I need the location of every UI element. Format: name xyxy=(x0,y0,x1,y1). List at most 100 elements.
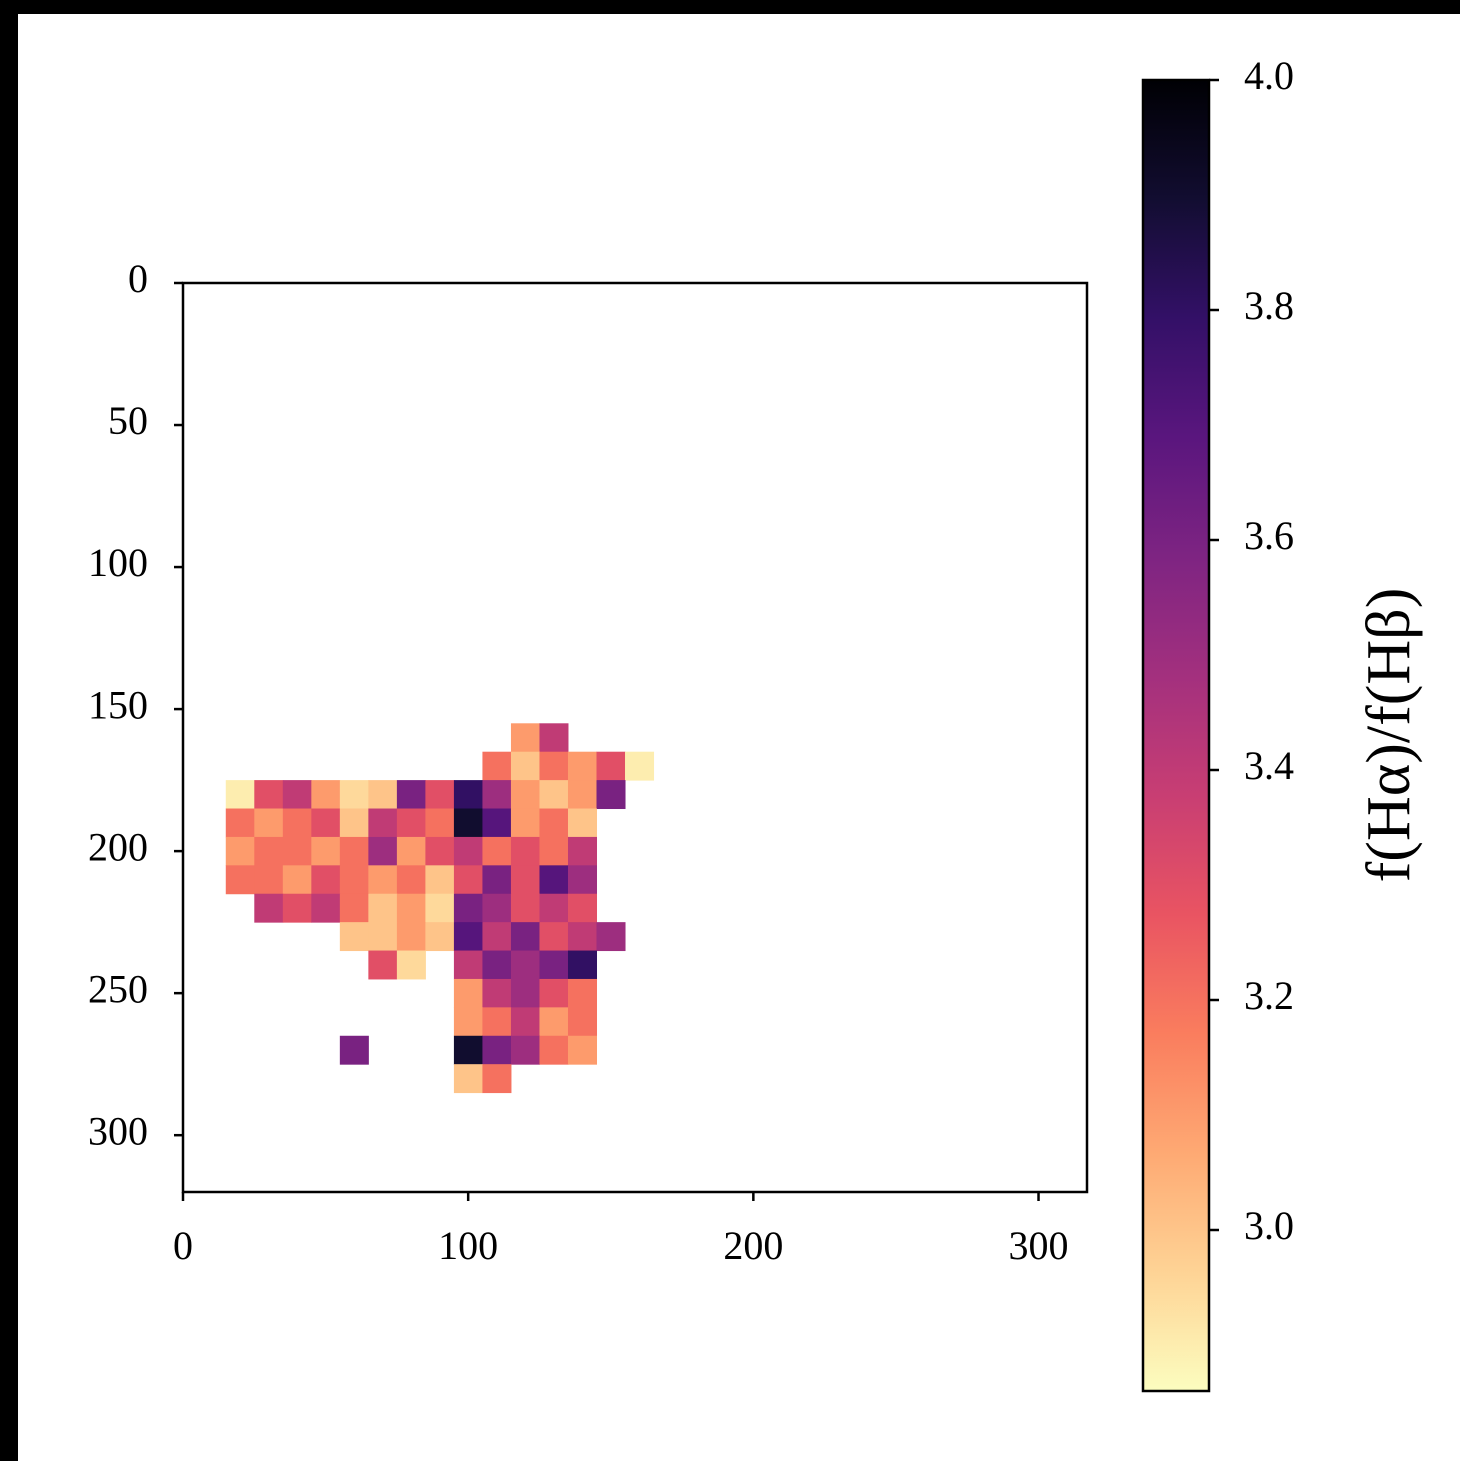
heatmap-cell xyxy=(425,865,455,895)
heatmap-cell xyxy=(453,1035,483,1065)
heatmap-cell xyxy=(425,780,455,810)
colorbar-tick-label: 3.6 xyxy=(1244,513,1294,558)
colorbar-tick-label: 3.0 xyxy=(1244,1203,1294,1248)
heatmap-cell xyxy=(510,780,540,810)
heatmap-cell xyxy=(368,780,398,810)
heatmap-cell xyxy=(482,865,512,895)
colorbar-tick-label: 3.2 xyxy=(1244,973,1294,1018)
heatmap-cell xyxy=(539,978,569,1008)
heatmap-cell xyxy=(567,1007,598,1037)
heatmap-cell xyxy=(567,1035,598,1065)
heatmap-cell xyxy=(539,808,569,838)
heatmap-cell xyxy=(453,808,483,838)
y-tick-label: 250 xyxy=(88,966,148,1011)
heatmap-cell xyxy=(453,922,483,952)
heatmap-cell xyxy=(453,950,483,980)
heatmap-cell xyxy=(482,1007,512,1037)
heatmap-cell xyxy=(425,836,455,866)
heatmap-cell xyxy=(396,780,426,810)
heatmap-cell xyxy=(539,723,569,753)
heatmap-cell xyxy=(311,836,341,866)
y-tick-label: 150 xyxy=(88,682,148,727)
heatmap-cell xyxy=(482,1035,512,1065)
heatmap-cell xyxy=(510,865,540,895)
heatmap-cell xyxy=(282,780,312,810)
heatmap-cell xyxy=(339,836,369,866)
heatmap-cell xyxy=(225,865,255,895)
heatmap-cell xyxy=(254,836,284,866)
heatmap-cell xyxy=(482,950,512,980)
background xyxy=(18,14,1460,1461)
heatmap-cell xyxy=(567,978,598,1008)
heatmap-cell xyxy=(567,865,598,895)
heatmap-cell xyxy=(425,893,455,923)
heatmap-cell xyxy=(482,922,512,952)
heatmap-cell xyxy=(567,950,598,980)
heatmap-cell xyxy=(396,808,426,838)
heatmap-cell xyxy=(539,780,569,810)
heatmap-cell xyxy=(482,780,512,810)
heatmap-cell xyxy=(311,893,341,923)
heatmap-cell xyxy=(596,780,626,810)
heatmap-cell xyxy=(510,723,540,753)
heatmap-cell xyxy=(368,922,398,952)
heatmap-cell xyxy=(254,893,284,923)
heatmap-cell xyxy=(510,893,540,923)
heatmap-cell xyxy=(225,808,255,838)
heatmap-cell xyxy=(311,865,341,895)
heatmap-cell xyxy=(339,893,369,923)
heatmap-cell xyxy=(254,808,284,838)
heatmap-cell xyxy=(453,1064,483,1094)
heatmap-cell xyxy=(539,1035,569,1065)
heatmap-cell xyxy=(254,780,284,810)
y-tick-label: 0 xyxy=(128,256,148,301)
y-tick-label: 300 xyxy=(88,1108,148,1153)
heatmap-cell xyxy=(567,751,598,781)
heatmap-cell xyxy=(539,893,569,923)
heatmap-cell xyxy=(539,1007,569,1037)
y-tick-label: 100 xyxy=(88,540,148,585)
heatmap-cell xyxy=(482,808,512,838)
heatmap-cell xyxy=(539,922,569,952)
colorbar-tick-label: 3.4 xyxy=(1244,743,1294,788)
heatmap-cell xyxy=(396,893,426,923)
heatmap-cell xyxy=(396,922,426,952)
colorbar-tick-label: 3.8 xyxy=(1244,283,1294,328)
heatmap-cell xyxy=(453,893,483,923)
heatmap-cell xyxy=(339,1035,369,1065)
heatmap-cell xyxy=(539,865,569,895)
y-tick-label: 50 xyxy=(108,398,148,443)
heatmap-cell xyxy=(339,865,369,895)
heatmap-cell xyxy=(368,893,398,923)
heatmap-cell xyxy=(225,780,255,810)
heatmap-cell xyxy=(510,751,540,781)
heatmap-cell xyxy=(339,808,369,838)
x-tick-label: 300 xyxy=(1009,1223,1069,1268)
heatmap-cell xyxy=(368,836,398,866)
heatmap-cell xyxy=(396,836,426,866)
heatmap-cell xyxy=(453,865,483,895)
heatmap-cell xyxy=(510,836,540,866)
heatmap-cell xyxy=(425,922,455,952)
heatmap-cell xyxy=(482,836,512,866)
heatmap-cell xyxy=(453,1007,483,1037)
colorbar-label: f(Hα)/f(Hβ) xyxy=(1355,588,1423,883)
heatmap-cell xyxy=(396,865,426,895)
heatmap-cell xyxy=(425,808,455,838)
heatmap-cell xyxy=(453,978,483,1008)
heatmap-cell xyxy=(282,808,312,838)
heatmap-cell xyxy=(311,780,341,810)
heatmap-cell xyxy=(510,950,540,980)
heatmap-cell xyxy=(510,1035,540,1065)
heatmap-cell xyxy=(510,1007,540,1037)
heatmap-cell xyxy=(482,1064,512,1094)
heatmap-cell xyxy=(510,978,540,1008)
heatmap-cell xyxy=(482,978,512,1008)
x-tick-label: 0 xyxy=(173,1223,193,1268)
heatmap-cell xyxy=(282,893,312,923)
heatmap-cell xyxy=(510,922,540,952)
heatmap-cell xyxy=(567,780,598,810)
heatmap-cell xyxy=(567,836,598,866)
